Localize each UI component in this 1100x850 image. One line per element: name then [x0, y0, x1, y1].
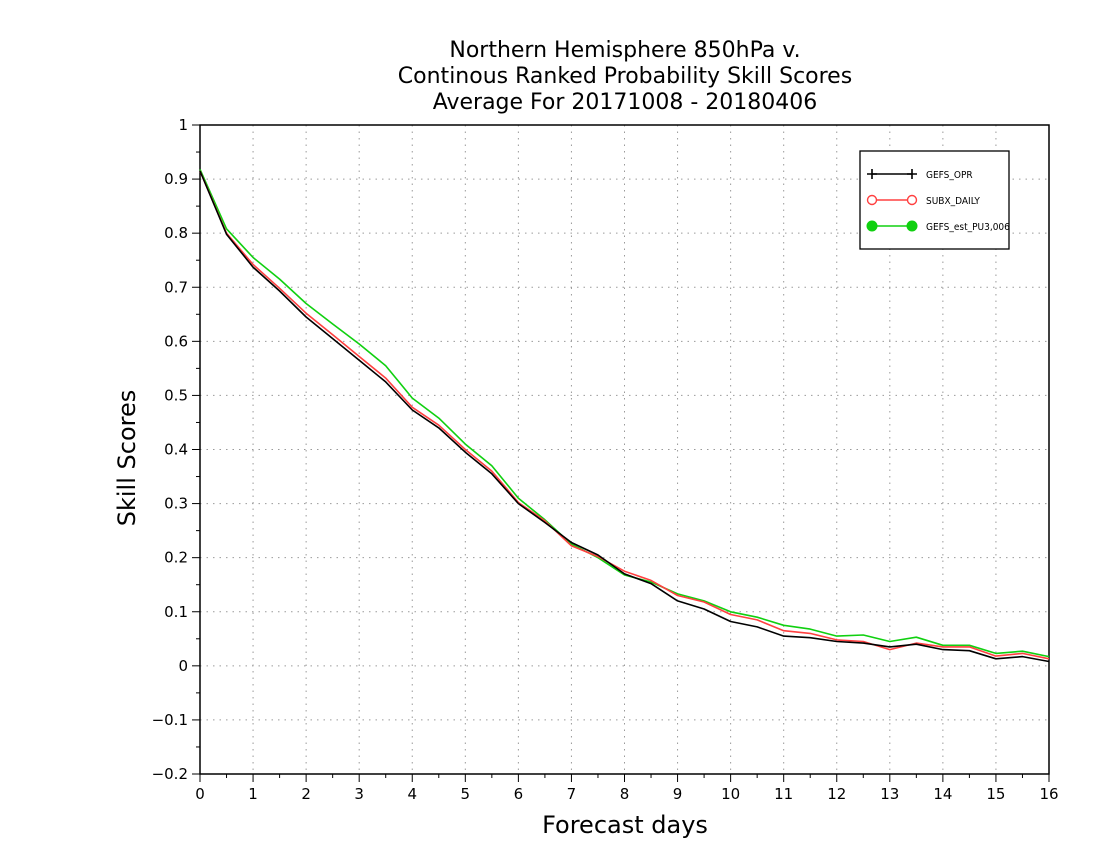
x-tick-label: 16: [1039, 785, 1058, 803]
title-line-3: Average For 20171008 - 20180406: [433, 90, 818, 115]
y-tick-label: 0.6: [164, 332, 188, 350]
x-tick-label: 15: [986, 785, 1005, 803]
x-tick-label: 7: [567, 785, 577, 803]
x-tick-label: 10: [721, 785, 740, 803]
x-tick-label: 9: [673, 785, 683, 803]
x-tick-label: 14: [933, 785, 952, 803]
y-tick-label: 0.7: [164, 278, 188, 296]
chart-title: Northern Hemisphere 850hPa v. Continous …: [398, 38, 852, 115]
x-tick-label: 5: [461, 785, 471, 803]
y-tick-label: 0.2: [164, 549, 188, 567]
y-axis-ticks: −0.2 −0.1 0 0.1 0.2 0.3 0.4 0.5 0.6 0.7 0.8 0.9 1: [152, 116, 200, 783]
y-axis-title: Skill Scores: [113, 390, 141, 527]
legend-marker-filled-circle: [866, 220, 878, 232]
x-tick-label: 6: [514, 785, 524, 803]
y-tick-label: 1: [178, 116, 188, 134]
x-tick-label: 12: [827, 785, 846, 803]
y-tick-label: −0.2: [152, 765, 188, 783]
legend-label-3: GEFS_est_PU3,006: [926, 222, 1010, 233]
y-tick-label: 0.3: [164, 495, 188, 513]
x-tick-label: 2: [301, 785, 311, 803]
y-tick-label: −0.1: [152, 711, 188, 729]
legend-marker-plus: [867, 169, 877, 179]
y-tick-label: 0.8: [164, 224, 188, 242]
grid: [200, 125, 1049, 774]
legend-marker-open-circle: [906, 194, 918, 206]
x-axis-ticks: 0 1 2 3 4 5 6 7 8 9 10 11 12 13 14 15 16: [195, 774, 1059, 803]
legend-marker-open-circle: [866, 194, 878, 206]
x-tick-label: 8: [620, 785, 630, 803]
legend-marker-plus: [907, 169, 917, 179]
x-tick-label: 13: [880, 785, 899, 803]
y-tick-label: 0.1: [164, 603, 188, 621]
y-tick-label: 0.9: [164, 170, 188, 188]
y-tick-label: 0: [178, 657, 188, 675]
legend-label-2: SUBX_DAILY: [926, 196, 980, 207]
x-tick-label: 4: [407, 785, 417, 803]
y-tick-label: 0.4: [164, 441, 188, 459]
x-tick-label: 11: [774, 785, 793, 803]
y-tick-label: 0.5: [164, 386, 188, 404]
plot-frame: [199, 124, 1050, 775]
series-lines: [199, 168, 1050, 663]
legend-marker-filled-circle: [906, 220, 918, 232]
legend: GEFS_OPR SUBX_DAILY GEFS_est_PU3,006: [859, 150, 1010, 250]
x-axis-title: Forecast days: [542, 811, 708, 839]
x-tick-label: 3: [354, 785, 364, 803]
title-line-2: Continous Ranked Probability Skill Score…: [398, 64, 852, 89]
series-line-3: [199, 168, 1050, 658]
x-tick-label: 0: [195, 785, 205, 803]
legend-label-1: GEFS_OPR: [926, 170, 973, 181]
title-line-1: Northern Hemisphere 850hPa v.: [449, 38, 800, 63]
series-line-1: [199, 170, 1050, 663]
x-tick-label: 1: [248, 785, 258, 803]
